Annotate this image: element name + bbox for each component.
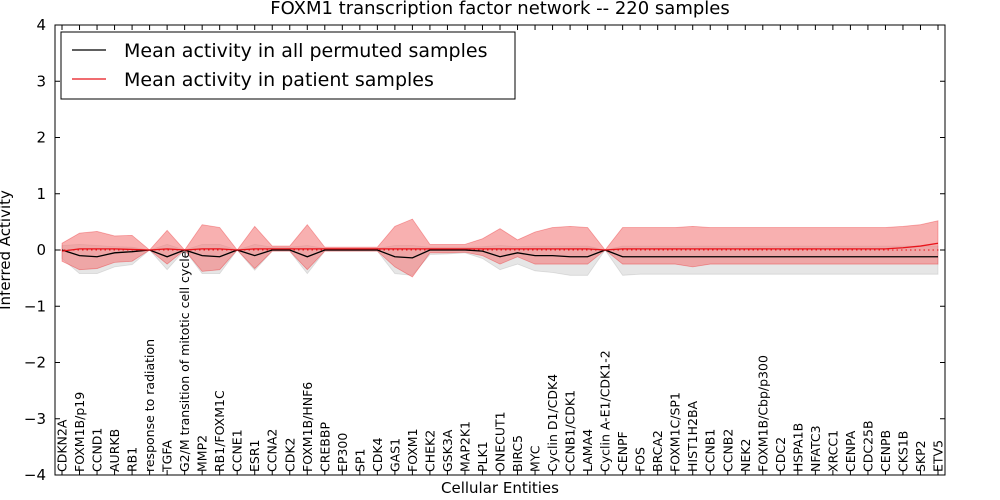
x-category-label: RB1 <box>125 447 140 472</box>
x-category-label: NEK2 <box>738 439 753 472</box>
y-tick-label: −3 <box>24 410 46 428</box>
x-category-label: GSK3A <box>440 429 455 472</box>
x-category-label: FOXM1C/SP1 <box>668 392 683 472</box>
plot-area <box>55 218 945 278</box>
legend-permuted-label: Mean activity in all permuted samples <box>124 40 487 62</box>
x-axis-label: Cellular Entities <box>441 479 559 497</box>
x-category-label: FOXM1B/HNF6 <box>300 382 315 472</box>
x-category-label: CDK4 <box>370 437 385 472</box>
x-category-label: FOS <box>633 447 648 472</box>
x-category-label: HSPA1B <box>790 423 805 472</box>
x-category-label: ESR1 <box>247 440 262 472</box>
y-axis-label: Inferred Activity <box>0 190 14 310</box>
x-category-label: FOXM1B/Cbp/p300 <box>755 355 770 472</box>
x-category-label: CCNA2 <box>265 429 280 472</box>
y-tick-label: 3 <box>36 72 46 90</box>
x-category-label: CDC25B <box>860 420 875 472</box>
x-category-label: ONECUT1 <box>493 411 508 472</box>
legend: Mean activity in all permuted samples Me… <box>60 31 516 100</box>
y-tick-label: 1 <box>36 185 46 203</box>
x-category-label: CENPA <box>843 430 858 472</box>
x-category-label: XRCC1 <box>825 430 840 472</box>
x-category-label: CKS1B <box>895 431 910 472</box>
legend-patient-label: Mean activity in patient samples <box>124 69 434 91</box>
series-permuted-line <box>61 249 938 259</box>
legend-box <box>60 31 516 100</box>
x-category-label: NFATC3 <box>808 425 823 472</box>
x-axis-category-labels: CDKN2A FOXM1B/p19 CCND1 AURKB RB1 response to… <box>55 25 946 475</box>
x-category-label: CDKN2A <box>55 419 70 472</box>
x-category-label: MYC <box>528 445 543 472</box>
x-category-label: MAP2K1 <box>457 421 472 472</box>
x-category-label: CDK2 <box>282 437 297 472</box>
series-patient-band <box>61 218 939 278</box>
x-category-label: HIST1H2BA <box>685 400 700 472</box>
x-category-label: ETV5 <box>931 440 946 472</box>
y-tick-label: −4 <box>24 466 46 484</box>
x-category-label: GAS1 <box>387 438 402 472</box>
x-category-label: FOXM1B/p19 <box>72 392 87 472</box>
x-category-label: CCNB1 <box>703 429 718 472</box>
x-category-label: BRCA2 <box>650 430 665 472</box>
y-tick-label: −1 <box>24 297 46 315</box>
x-category-label: CDC2 <box>773 437 788 472</box>
x-category-label: CCNB1/CDK1 <box>563 390 578 472</box>
y-tick-label: 0 <box>36 241 46 259</box>
chart-title: FOXM1 transcription factor network -- 22… <box>270 0 730 19</box>
x-category-label: EP300 <box>335 433 350 472</box>
x-category-label: CCND1 <box>90 428 105 472</box>
x-category-label: CCNE1 <box>230 429 245 472</box>
x-category-label: SP1 <box>352 449 367 472</box>
x-category-label: response to radiation <box>142 339 157 472</box>
x-category-label: CHEK2 <box>422 430 437 472</box>
x-category-label: LAMA4 <box>580 429 595 472</box>
y-tick-label: −2 <box>24 354 46 372</box>
x-category-label: CENPB <box>878 430 893 472</box>
x-category-label: TGFA <box>160 440 175 473</box>
x-category-label: CENPF <box>615 431 630 472</box>
x-category-label: CREBBP <box>317 422 332 472</box>
x-category-label: BIRC5 <box>510 435 525 472</box>
y-tick-label: 4 <box>36 16 46 34</box>
x-category-label: CCNB2 <box>720 429 735 472</box>
series-patient-line <box>61 242 939 252</box>
x-category-label: MMP2 <box>195 435 210 472</box>
y-tick-label: 2 <box>36 129 46 147</box>
x-category-label: Cyclin D1/CDK4 <box>545 374 560 472</box>
x-category-label: Cyclin A-E1/CDK1-2 <box>598 350 613 472</box>
x-category-label: RB1/FOXM1C <box>212 390 227 472</box>
x-category-label: FOXM1 <box>405 428 420 472</box>
x-category-label: PLK1 <box>475 441 490 472</box>
x-category-label: AURKB <box>107 429 122 472</box>
y-axis-ticks: −4 −3 −2 −1 0 1 2 3 4 <box>24 16 945 484</box>
x-category-label: G2/M transition of mitotic cell cycle <box>177 250 192 472</box>
x-category-label: SKP2 <box>913 440 928 472</box>
